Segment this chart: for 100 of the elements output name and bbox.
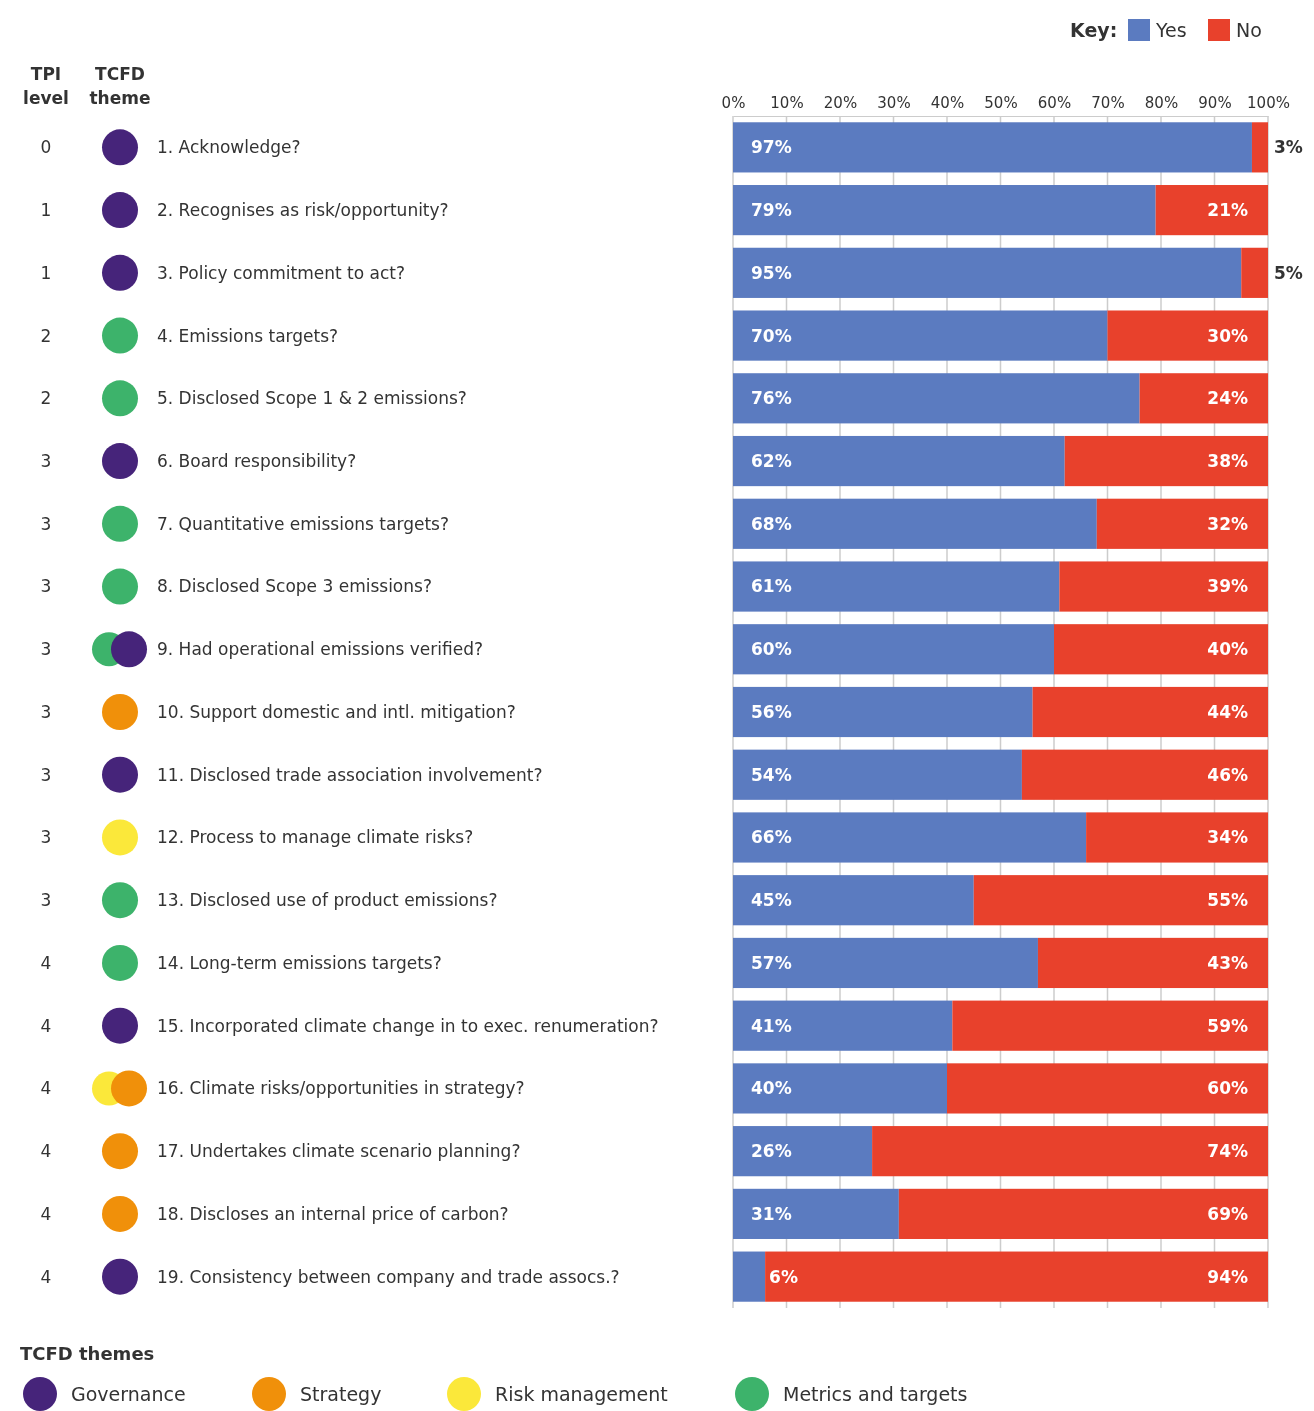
data-label: 74% <box>1207 1141 1248 1162</box>
y-tick-label: 19. Consistency between company and trade assocs.? <box>157 1266 620 1287</box>
text: TPI level <box>23 64 69 108</box>
data-label: 66% <box>751 827 792 848</box>
legend-title: Key: <box>1070 18 1118 41</box>
y-tick-label: 8. Disclosed Scope 3 emissions? <box>157 576 432 597</box>
bar <box>733 373 1140 424</box>
text: 2 <box>40 325 52 346</box>
bar <box>1139 373 1268 424</box>
bar <box>1054 624 1268 675</box>
bar <box>733 937 1038 989</box>
bar <box>733 624 1054 675</box>
bar <box>1107 310 1268 361</box>
y-tick-label: 16. Climate risks/opportunities in strategy? <box>157 1078 525 1099</box>
y-tick-label: 12. Process to manage climate risks? <box>157 827 474 848</box>
legend-label: No <box>1236 18 1262 41</box>
text: 3 <box>40 827 52 848</box>
bar <box>1021 749 1268 800</box>
bar <box>733 686 1033 738</box>
text: Metrics and targets <box>783 1382 968 1405</box>
data-label: 30% <box>1207 325 1248 346</box>
data-label: 79% <box>751 200 792 221</box>
bar <box>1096 498 1268 549</box>
text: 4 <box>40 1266 52 1287</box>
data-label: 6% <box>769 1266 798 1287</box>
bar <box>733 1126 873 1177</box>
bar <box>733 498 1097 549</box>
data-label: 95% <box>751 262 792 283</box>
bar <box>1059 561 1268 612</box>
data-label: 32% <box>1207 513 1248 534</box>
bar <box>1086 812 1268 863</box>
data-label: 62% <box>751 451 792 471</box>
data-label: 41% <box>751 1015 792 1036</box>
y-tick-label: 14. Long-term emissions targets? <box>157 952 442 973</box>
data-label: 34% <box>1207 827 1248 848</box>
text: 3 <box>40 639 52 660</box>
text: 1 <box>40 200 52 221</box>
text: 3 <box>40 576 52 597</box>
x-tick-label: 10% <box>770 94 804 112</box>
bar <box>733 749 1022 800</box>
text: Governance <box>71 1382 186 1405</box>
bar <box>1241 247 1268 298</box>
bar <box>733 1251 766 1302</box>
text: 4 <box>40 952 52 973</box>
data-label: 46% <box>1207 764 1248 785</box>
bar <box>872 1126 1268 1177</box>
bar <box>733 1000 953 1051</box>
data-label: 39% <box>1207 576 1248 597</box>
bar <box>1064 435 1268 487</box>
x-tick-label: 50% <box>984 94 1018 112</box>
text: Strategy <box>300 1382 382 1405</box>
data-label: 38% <box>1207 451 1248 471</box>
x-tick-label: 90% <box>1198 94 1232 112</box>
bar <box>733 812 1087 863</box>
data-label: 21% <box>1207 200 1248 221</box>
x-tick-label: 100% <box>1247 94 1290 112</box>
text: TCFD themes <box>20 1343 155 1364</box>
bar <box>1037 937 1268 989</box>
text: 0 <box>40 137 52 158</box>
bar <box>733 247 1242 298</box>
y-tick-label: 4. Emissions targets? <box>157 325 339 346</box>
bar <box>733 310 1108 361</box>
data-label: 94% <box>1207 1266 1248 1287</box>
x-tick-label: 80% <box>1144 94 1179 112</box>
y-tick-label: 3. Policy commitment to act? <box>157 262 405 283</box>
data-label: 69% <box>1207 1203 1248 1224</box>
data-label: 45% <box>751 890 792 911</box>
y-tick-label: 13. Disclosed use of product emissions? <box>157 890 498 911</box>
bar <box>1251 122 1268 173</box>
data-label: 54% <box>751 764 792 785</box>
data-label: 59% <box>1207 1015 1248 1036</box>
bar <box>733 122 1252 173</box>
bar <box>733 435 1065 487</box>
bar <box>733 1188 899 1239</box>
y-tick-label: 5. Disclosed Scope 1 & 2 emissions? <box>157 388 467 409</box>
data-label: 97% <box>751 137 792 158</box>
bar <box>947 1063 1268 1114</box>
data-label: 43% <box>1207 952 1248 973</box>
bar <box>952 1000 1268 1051</box>
bar <box>1155 185 1268 236</box>
text: 4 <box>40 1078 52 1099</box>
data-label: 61% <box>751 576 792 597</box>
text: 4 <box>40 1141 52 1162</box>
y-tick-label: 15. Incorporated climate change in to exec. renumeration? <box>157 1015 659 1036</box>
y-tick-label: 11. Disclosed trade association involvement? <box>157 764 543 785</box>
y-tick-label: 18. Discloses an internal price of carbon? <box>157 1203 509 1224</box>
text: TCFD theme <box>89 64 151 108</box>
bar <box>733 875 974 926</box>
bar <box>733 185 1156 236</box>
data-label: 44% <box>1207 701 1248 722</box>
data-label: 55% <box>1207 890 1248 911</box>
data-label: 24% <box>1207 388 1248 409</box>
data-label: 70% <box>751 325 792 346</box>
y-tick-label: 6. Board responsibility? <box>157 451 357 471</box>
text: 4 <box>40 1015 52 1036</box>
text: 3 <box>40 701 52 722</box>
text: 3 <box>40 513 52 534</box>
y-tick-label: 2. Recognises as risk/opportunity? <box>157 200 449 221</box>
bar <box>1032 686 1268 738</box>
data-label: 60% <box>1207 1078 1248 1099</box>
